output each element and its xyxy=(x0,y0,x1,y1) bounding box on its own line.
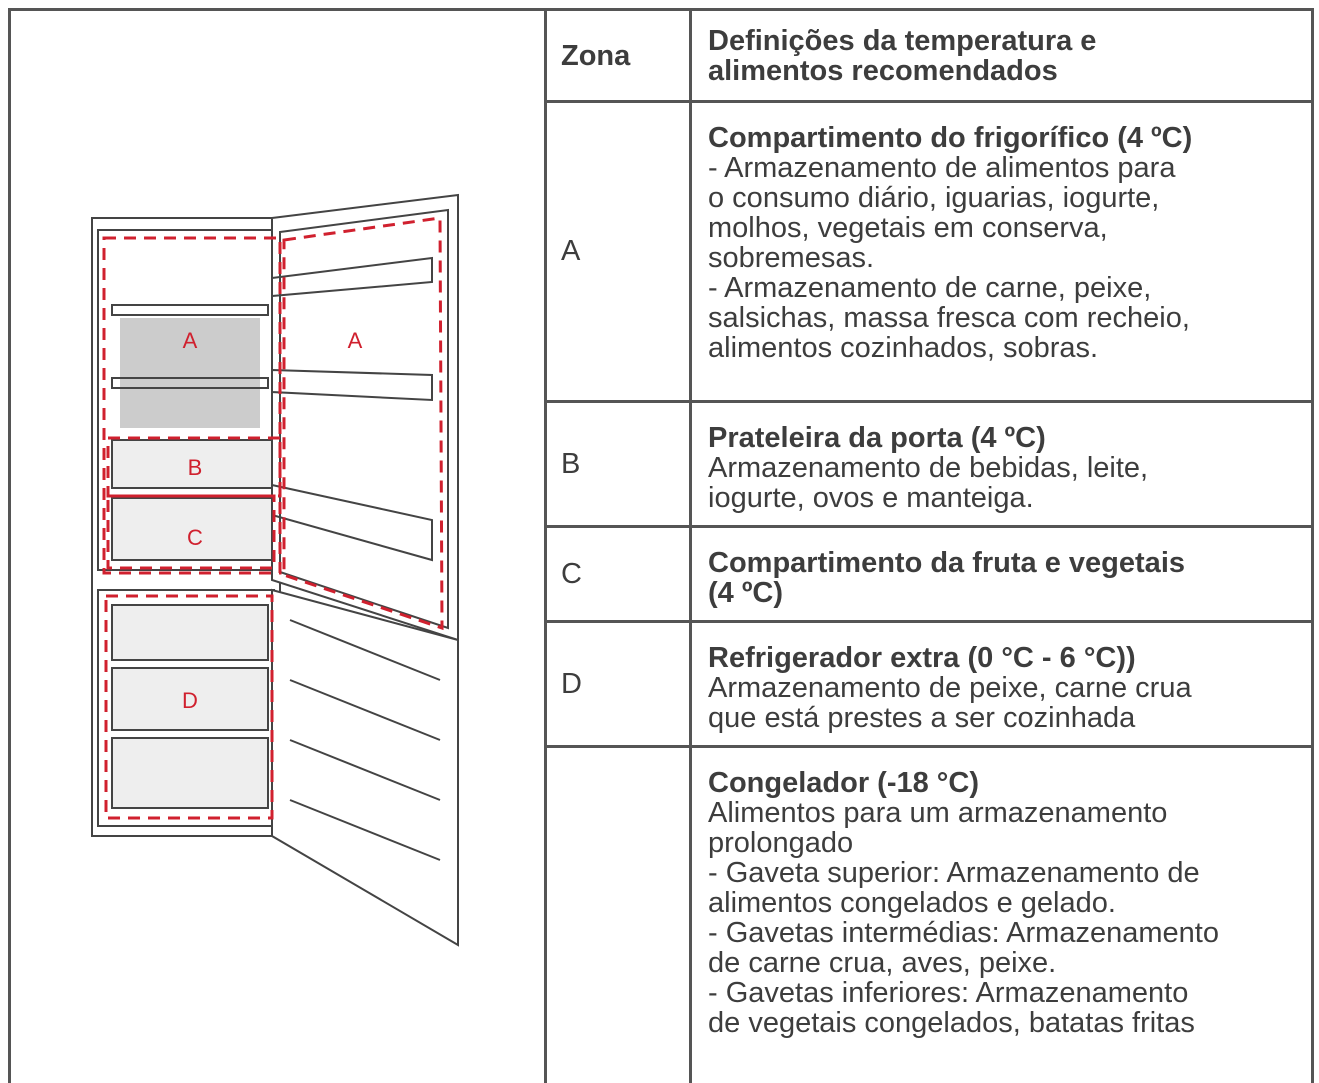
description-line: - Armazenamento de alimentos para xyxy=(708,152,1176,184)
description-line: - Gavetas inferiores: Armazenamento xyxy=(708,977,1189,1009)
zone-label: D xyxy=(182,688,198,713)
zone-cell xyxy=(547,748,689,1083)
border xyxy=(1311,8,1314,1083)
description-cell: Compartimento do frigorífico (4 ºC) - Arm… xyxy=(692,103,1311,400)
description-line: de carne crua, aves, peixe. xyxy=(708,947,1057,979)
border xyxy=(8,8,1314,11)
zone-cell: A xyxy=(561,235,581,267)
fridge-figure: A A B C D xyxy=(91,193,459,947)
row-border xyxy=(544,525,1314,528)
zone-label: B xyxy=(188,455,203,480)
zone-cell: B xyxy=(561,447,581,480)
description-line: de vegetais congelados, batatas fritas xyxy=(708,1007,1195,1039)
zone-cell: D xyxy=(561,667,582,700)
description-line: prolongado xyxy=(708,827,854,859)
description-line: molhos, vegetais em conserva, xyxy=(708,212,1108,244)
description-line: - Gaveta superior: Armazenamento de xyxy=(708,857,1200,889)
header-line: alimentos recomendados xyxy=(708,55,1058,87)
description-title: Compartimento da fruta e vegetais xyxy=(708,547,1185,579)
zone-label: A xyxy=(348,328,363,353)
description-line: o consumo diário, iguarias, iogurte, xyxy=(708,182,1160,214)
description-cell: Compartimento da fruta e vegetais (4 ºC) xyxy=(692,528,1311,620)
zone-label: A xyxy=(183,328,198,353)
header-line: Definições da temperatura e xyxy=(708,25,1097,57)
description-line: iogurte, ovos e manteiga. xyxy=(708,482,1034,514)
zone-label: C xyxy=(187,525,203,550)
description-cell: Refrigerador extra (0 °C - 6 °C)) Armazen… xyxy=(692,623,1311,745)
row-border xyxy=(544,400,1314,403)
description-line: - Gavetas intermédias: Armazenamento xyxy=(708,917,1219,949)
description-line: Alimentos para um armazenamento xyxy=(708,797,1168,829)
description-cell: Congelador (-18 °C) Alimentos para um arm… xyxy=(692,748,1311,1083)
description-line: alimentos cozinhados, sobras. xyxy=(708,332,1099,364)
zone-cell: C xyxy=(561,557,582,590)
row-border xyxy=(544,100,1314,103)
description-line: que está prestes a ser cozinhada xyxy=(708,702,1136,734)
description-line: alimentos congelados e gelado. xyxy=(708,887,1116,919)
description-cell: Prateleira da porta (4 ºC) Armazenamento … xyxy=(692,403,1311,525)
description-title: Refrigerador extra (0 °C - 6 °C)) xyxy=(708,642,1136,674)
border xyxy=(544,8,547,1083)
row-border xyxy=(544,745,1314,748)
description-title: Compartimento do frigorífico (4 ºC) xyxy=(708,122,1193,154)
border xyxy=(689,8,692,1083)
description-title: (4 ºC) xyxy=(708,577,784,609)
description-title: Congelador (-18 °C) xyxy=(708,767,979,799)
description-line: Armazenamento de bebidas, leite, xyxy=(708,452,1149,484)
border xyxy=(8,8,11,1083)
description-line: Armazenamento de peixe, carne crua xyxy=(708,672,1192,704)
description-line: - Armazenamento de carne, peixe, xyxy=(708,272,1152,304)
description-line: sobremesas. xyxy=(708,242,875,274)
description-line: salsichas, massa fresca com recheio, xyxy=(708,302,1190,334)
header-zone: Zona xyxy=(561,39,631,72)
header-title: Definições da temperatura e alimentos rec… xyxy=(692,26,1096,86)
row-border xyxy=(544,620,1314,623)
description-title: Prateleira da porta (4 ºC) xyxy=(708,422,1046,454)
